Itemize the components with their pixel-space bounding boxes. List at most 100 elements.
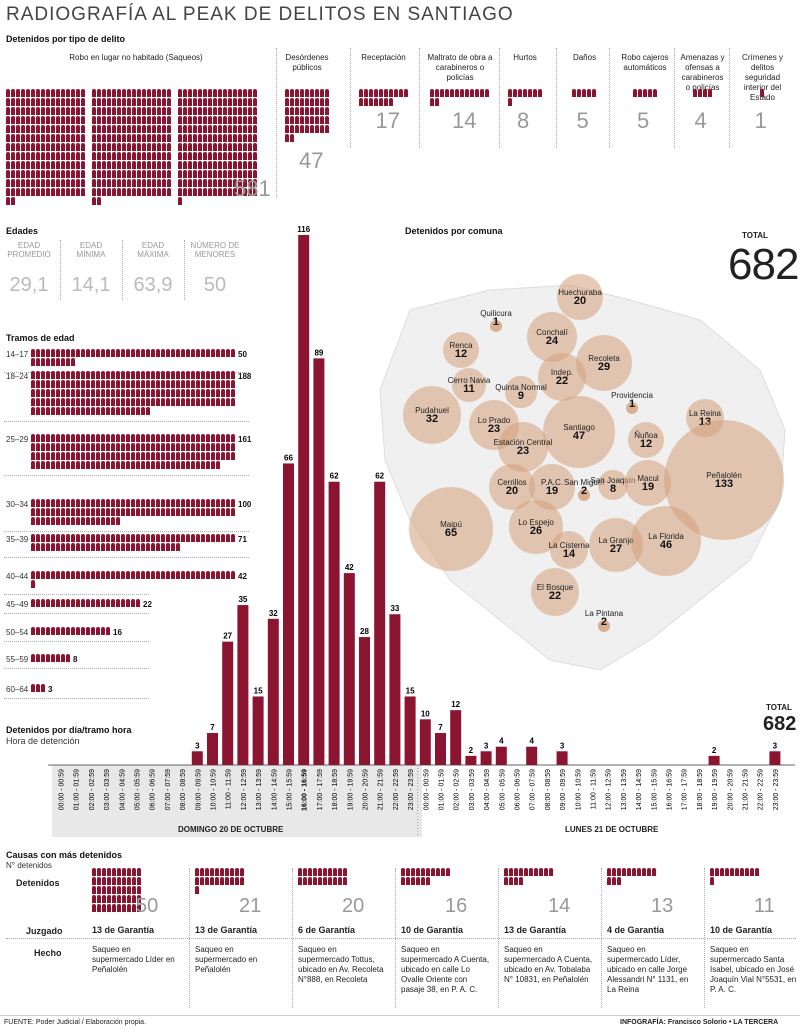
day2-label: LUNES 21 DE OCTUBRE [565, 825, 659, 834]
person-icon [450, 89, 454, 97]
person-icon [131, 380, 135, 388]
age-range-divider [4, 698, 149, 699]
person-icon [188, 107, 192, 115]
person-icon [46, 508, 50, 516]
comuna-name: San Joaquín [590, 476, 636, 485]
person-icon [61, 358, 65, 366]
person-icon [41, 358, 45, 366]
person-icon [243, 188, 247, 196]
person-icon [112, 98, 116, 106]
person-icon [111, 461, 115, 469]
person-icon [203, 98, 207, 106]
person-icon [31, 599, 35, 607]
person-icon [51, 89, 55, 97]
person-icon [102, 89, 106, 97]
person-icon [102, 868, 106, 876]
comuna-label: El Bosque 22 [537, 583, 573, 602]
person-icon [81, 380, 85, 388]
person-icon [203, 116, 207, 124]
x-tick-label: 08:00 - 08:59 [180, 769, 187, 810]
person-icon [116, 389, 120, 397]
age-range-label: 35–39 [6, 535, 29, 544]
person-icon [243, 98, 247, 106]
person-icon [221, 398, 225, 406]
person-icon [206, 571, 210, 579]
person-icon [196, 371, 200, 379]
person-icon [51, 98, 55, 106]
person-icon [51, 461, 55, 469]
person-icon [141, 371, 145, 379]
comuna-name: Quilicura [480, 309, 512, 318]
person-icon [41, 389, 45, 397]
person-icon [181, 452, 185, 460]
person-icon [161, 571, 165, 579]
person-icon [36, 571, 40, 579]
person-icon [303, 868, 307, 876]
person-icon [101, 543, 105, 551]
person-icon [167, 107, 171, 115]
age-figures [31, 627, 236, 635]
person-icon [91, 571, 95, 579]
person-icon [71, 170, 75, 178]
comuna-label: Recoleta 29 [588, 354, 620, 373]
person-icon [211, 452, 215, 460]
person-icon [238, 134, 242, 142]
person-icon [218, 170, 222, 178]
x-tick-label: 01:00 - 01:59 [74, 769, 81, 810]
person-icon [167, 89, 171, 97]
crime-label: Amenazas y ofensas a carabineros o polic… [680, 53, 725, 92]
person-icon [127, 143, 131, 151]
person-icon [193, 170, 197, 178]
person-icon [136, 599, 140, 607]
person-icon [161, 434, 165, 442]
person-icon [228, 143, 232, 151]
person-icon [203, 188, 207, 196]
person-icon [243, 152, 247, 160]
crime-label: Hurtos [513, 53, 537, 62]
person-icon [16, 179, 20, 187]
comuna-label: Lo Prado 23 [478, 416, 510, 435]
person-icon [116, 443, 120, 451]
person-icon [176, 443, 180, 451]
comuna-label: Providencia 1 [611, 391, 653, 410]
person-icon [126, 599, 130, 607]
person-icon [112, 152, 116, 160]
person-icon [51, 179, 55, 187]
person-icon [51, 188, 55, 196]
total-label: TOTAL [742, 231, 768, 240]
person-icon [157, 170, 161, 178]
person-icon [6, 89, 10, 97]
person-icon [426, 868, 430, 876]
person-icon [460, 89, 464, 97]
person-icon [36, 543, 40, 551]
x-tick-label: 18:00 - 18:59 [332, 769, 339, 810]
person-icon [97, 125, 101, 133]
person-icon [86, 443, 90, 451]
person-icon [248, 98, 252, 106]
person-icon [223, 125, 227, 133]
person-icon [117, 886, 121, 894]
person-icon [122, 134, 126, 142]
x-tick-label: 06:00 - 06:59 [150, 769, 157, 810]
person-icon [156, 534, 160, 542]
x-tick-label: 11:00 - 11:59 [591, 769, 598, 809]
person-icon [141, 398, 145, 406]
person-icon [137, 179, 141, 187]
person-icon [193, 143, 197, 151]
person-icon [146, 571, 150, 579]
causa-value: 11 [754, 895, 775, 917]
person-icon [86, 434, 90, 442]
person-icon [162, 98, 166, 106]
person-icon [31, 571, 35, 579]
person-icon [56, 107, 60, 115]
crime-figures [760, 89, 765, 97]
person-icon [46, 161, 50, 169]
person-icon [71, 434, 75, 442]
person-icon [16, 161, 20, 169]
person-icon [216, 380, 220, 388]
causa-juzgado: 4 de Garantía [607, 925, 665, 935]
x-tick-label: 15:00 - 15:59 [287, 769, 294, 810]
person-icon [56, 116, 60, 124]
person-icon [233, 188, 237, 196]
person-icon [51, 654, 55, 662]
